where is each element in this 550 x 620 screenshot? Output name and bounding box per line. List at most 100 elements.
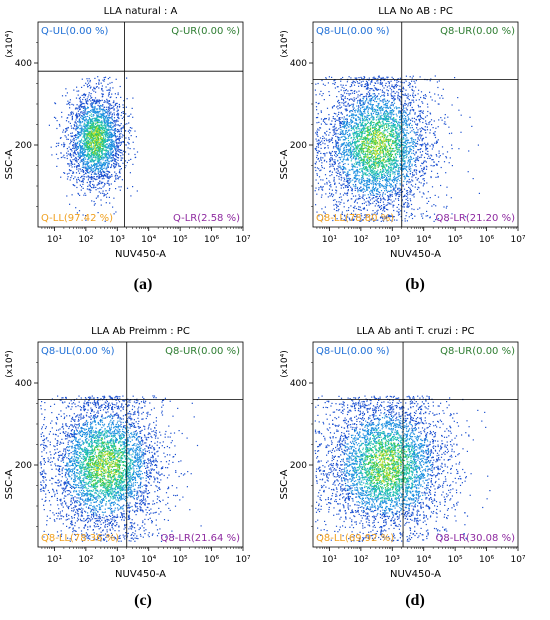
event-dot	[98, 140, 99, 141]
event-dot	[126, 78, 127, 79]
event-dot	[405, 100, 406, 101]
event-dot	[419, 191, 420, 192]
event-dot	[89, 155, 90, 156]
event-dot	[110, 87, 111, 88]
event-dot	[338, 173, 339, 174]
event-dot	[93, 130, 94, 131]
event-dot	[97, 161, 98, 162]
event-dot	[397, 97, 398, 98]
event-dot	[93, 164, 94, 165]
event-dot	[76, 180, 77, 181]
event-dot	[417, 123, 418, 124]
event-dot	[411, 190, 412, 191]
event-dot	[83, 135, 84, 136]
event-dot	[368, 92, 369, 93]
event-dot	[86, 169, 87, 170]
event-dot	[99, 181, 100, 182]
event-dot	[380, 194, 381, 195]
event-dot	[83, 149, 84, 150]
event-dot	[103, 116, 104, 117]
event-dot	[113, 163, 114, 164]
event-dot	[411, 153, 412, 154]
event-dot	[100, 132, 101, 133]
event-dot	[108, 119, 109, 120]
event-dot	[81, 107, 82, 108]
event-dot	[403, 196, 404, 197]
event-dot	[324, 160, 325, 161]
event-dot	[328, 135, 329, 136]
event-dot	[79, 124, 80, 125]
event-dot	[367, 161, 368, 162]
event-dot	[337, 168, 338, 169]
event-dot	[109, 197, 110, 198]
event-dot	[67, 178, 68, 179]
event-dot	[375, 78, 376, 79]
event-dot	[332, 172, 333, 173]
event-dot	[110, 129, 111, 130]
event-dot	[338, 201, 339, 202]
event-dot	[394, 86, 395, 87]
event-dot	[355, 177, 356, 178]
event-dot	[64, 157, 65, 158]
event-dot	[106, 149, 107, 150]
plot-title: LLA No AB : PC	[378, 6, 453, 17]
event-dot	[94, 148, 95, 149]
event-dot	[96, 166, 97, 167]
event-dot	[102, 193, 103, 194]
event-dot	[61, 116, 62, 117]
event-dot	[111, 132, 112, 133]
event-dot	[336, 168, 337, 169]
event-dot	[110, 139, 111, 140]
event-dot	[366, 151, 367, 152]
event-dot	[408, 187, 409, 188]
event-dot	[78, 159, 79, 160]
event-dot	[414, 216, 415, 217]
event-dot	[118, 110, 119, 111]
event-dot	[414, 131, 415, 132]
event-dot	[388, 128, 389, 129]
event-dot	[96, 136, 97, 137]
event-dot	[111, 176, 112, 177]
event-dot	[376, 172, 377, 173]
event-dot	[74, 148, 75, 149]
event-dot	[76, 135, 77, 136]
event-dot	[377, 183, 378, 184]
event-dot	[125, 113, 126, 114]
event-dot	[122, 136, 123, 137]
event-dot	[77, 104, 78, 105]
event-dot	[71, 104, 72, 105]
event-dot	[346, 93, 347, 94]
event-dot	[441, 167, 442, 168]
event-dot	[106, 197, 107, 198]
event-dot	[84, 127, 85, 128]
event-dot	[89, 147, 90, 148]
event-dot	[376, 135, 377, 136]
event-dot	[88, 83, 89, 84]
event-dot	[376, 117, 377, 118]
event-dot	[379, 162, 380, 163]
event-dot	[383, 87, 384, 88]
event-dot	[102, 164, 103, 165]
event-dot	[107, 177, 108, 178]
event-dot	[113, 155, 114, 156]
event-dot	[86, 126, 87, 127]
event-dot	[372, 168, 373, 169]
event-dot	[84, 132, 85, 133]
event-dot	[343, 194, 344, 195]
event-dot	[399, 96, 400, 97]
event-dot	[87, 149, 88, 150]
event-dot	[121, 112, 122, 113]
event-dot	[113, 110, 114, 111]
event-dot	[118, 186, 119, 187]
event-dot	[88, 162, 89, 163]
event-dot	[322, 136, 323, 137]
event-dot	[133, 142, 134, 143]
event-dot	[68, 139, 69, 140]
event-dot	[342, 87, 343, 88]
event-dot	[76, 161, 77, 162]
event-dot	[111, 165, 112, 166]
event-dot	[118, 131, 119, 132]
event-dot	[320, 153, 321, 154]
event-dot	[94, 125, 95, 126]
event-dot	[422, 140, 423, 141]
